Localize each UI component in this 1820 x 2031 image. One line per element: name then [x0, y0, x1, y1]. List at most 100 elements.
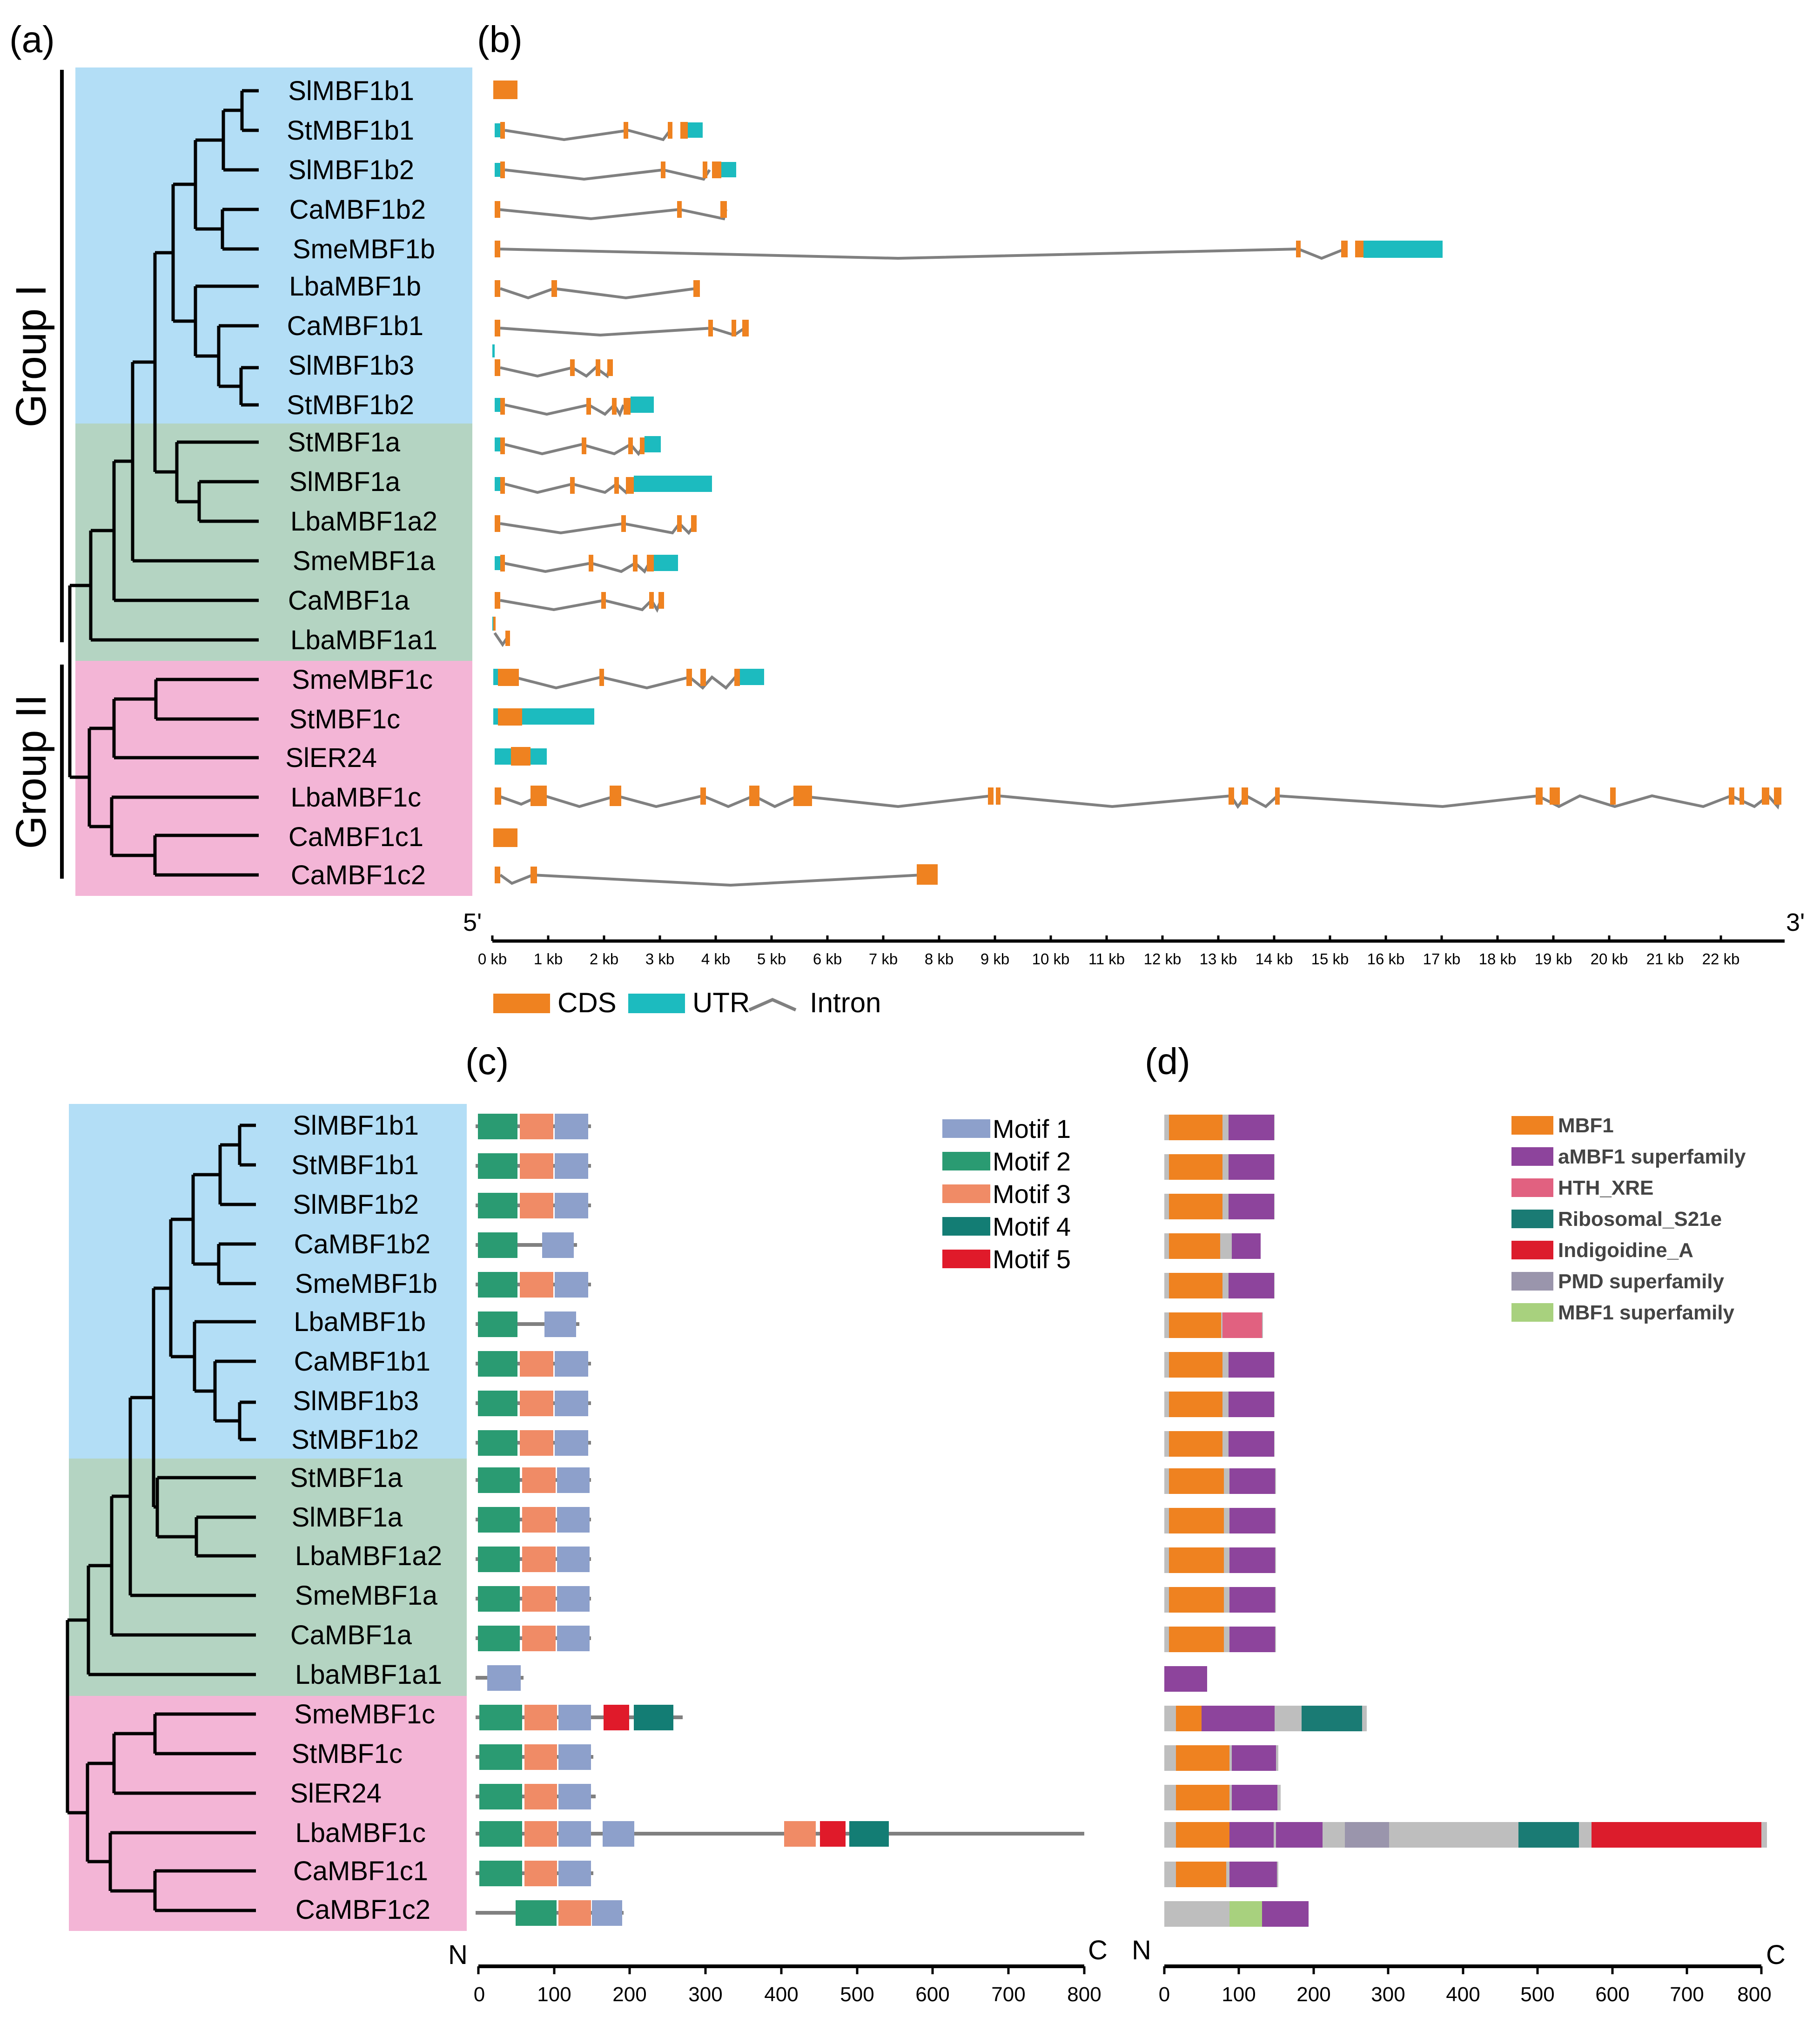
gene-label: CaMBF1c2: [295, 1895, 430, 1925]
gene-label: CaMBF1b1: [294, 1346, 430, 1377]
gene-label: SlMBF1b1: [293, 1110, 419, 1141]
gene-label: LbaMBF1b: [289, 271, 421, 302]
tick-label: 22 kb: [1702, 950, 1740, 968]
legend-b: CDS UTR Intron: [493, 987, 881, 1018]
gene-label: CaMBF1b2: [289, 195, 426, 225]
axis-d-ticks: [1163, 1966, 1763, 1974]
panel-b: 5' 3' 0 kb 1 kb 2 kb 3 kb 4 kb 5 kb 6 kb…: [463, 81, 1805, 1018]
gene-label: StMBF1a: [288, 427, 400, 457]
legend-motif4-label: Motif 4: [993, 1212, 1071, 1241]
legend-motif3-swatch: [942, 1184, 990, 1203]
group-mid-background-c: [69, 1459, 467, 1696]
axis-b-ticks: [491, 935, 1722, 941]
gene-labels-c: SlMBF1b1 StMBF1b1 SlMBF1b2 CaMBF1b2 SmeM…: [290, 1110, 442, 1925]
gene-label: SmeMBF1c: [294, 1699, 435, 1729]
axis-c-c-label: C: [1088, 1935, 1108, 1965]
legend-motif3-label: Motif 3: [993, 1179, 1071, 1209]
tick-label: 3 kb: [645, 950, 674, 968]
gene-label: LbaMBF1a1: [295, 1660, 442, 1690]
motif4-boxes: [634, 1705, 889, 1847]
group1-background: [75, 67, 472, 424]
tick-label: 700: [1670, 1983, 1704, 2006]
tick-label: 700: [991, 1983, 1025, 2006]
legend-motif1-swatch: [942, 1119, 990, 1138]
gene-label: SmeMBF1a: [293, 546, 436, 576]
legend-indigoidine-label: Indigoidine_A: [1558, 1239, 1693, 1262]
group2-label: Group II: [7, 694, 55, 849]
tick-label: 100: [1222, 1983, 1256, 2006]
tick-label: 15 kb: [1311, 950, 1349, 968]
motif5-boxes: [604, 1705, 846, 1847]
gene-label: StMBF1b2: [291, 1425, 419, 1455]
axis-c-n-label: N: [448, 1940, 468, 1970]
axis-b-tick-labels: 0 kb 1 kb 2 kb 3 kb 4 kb 5 kb 6 kb 7 kb …: [478, 950, 1740, 968]
tick-label: 13 kb: [1200, 950, 1237, 968]
tick-label: 0: [1159, 1983, 1170, 2006]
tick-label: 300: [1371, 1983, 1405, 2006]
pmd-domains: [1345, 1822, 1389, 1848]
legend-ribosomal-swatch: [1511, 1210, 1553, 1228]
gene-label: SlER24: [285, 743, 377, 773]
panel-label-c: (c): [465, 1041, 509, 1082]
legend-cds-swatch: [493, 994, 550, 1013]
legend-c: Motif 1 Motif 2 Motif 3 Motif 4 Motif 5: [942, 1114, 1071, 1274]
legend-intron-swatch: [748, 998, 797, 1012]
legend-cds-label: CDS: [557, 987, 617, 1018]
tick-label: 200: [1296, 1983, 1330, 2006]
legend-hth-xre-label: HTH_XRE: [1558, 1177, 1653, 1199]
ribosomal-s21e-domains: [1302, 1706, 1579, 1848]
gene-label: StMBF1b1: [291, 1150, 419, 1180]
tick-label: 500: [1520, 1983, 1554, 2006]
legend-motif5-label: Motif 5: [993, 1244, 1071, 1274]
gene-label: SlMBF1b3: [293, 1386, 419, 1416]
tick-label: 5 kb: [757, 950, 786, 968]
motif2-boxes: [478, 1114, 557, 1926]
tick-label: 800: [1067, 1983, 1101, 2006]
legend-d: MBF1 aMBF1 superfamily HTH_XRE Ribosomal…: [1511, 1114, 1746, 1324]
gene-label: SmeMBF1b: [295, 1269, 437, 1299]
gene-label: LbaMBF1a2: [290, 506, 437, 537]
legend-mbf1-super-label: MBF1 superfamily: [1558, 1301, 1735, 1324]
axis-b-three-prime: 3': [1786, 908, 1805, 936]
gene-label: SmeMBF1c: [292, 665, 433, 695]
tick-label: 16 kb: [1367, 950, 1405, 968]
group1-background-c: [69, 1104, 467, 1459]
tick-label: 11 kb: [1088, 950, 1125, 968]
gene-label: CaMBF1b1: [287, 311, 423, 341]
legend-ribosomal-label: Ribosomal_S21e: [1558, 1208, 1722, 1231]
tick-label: 12 kb: [1144, 950, 1182, 968]
legend-intron-label: Intron: [810, 987, 881, 1018]
tick-label: 14 kb: [1256, 950, 1293, 968]
gene-label: LbaMBF1b: [294, 1307, 426, 1337]
utr-blocks: [492, 122, 1443, 765]
axis-d-n-label: N: [1132, 1935, 1151, 1965]
gene-label: SlMBF1b3: [288, 350, 414, 381]
tick-label: 4 kb: [701, 950, 730, 968]
tick-label: 19 kb: [1535, 950, 1572, 968]
tick-label: 400: [764, 1983, 798, 2006]
tick-label: 21 kb: [1646, 950, 1684, 968]
tick-label: 2 kb: [590, 950, 618, 968]
legend-motif1-label: Motif 1: [993, 1114, 1071, 1143]
legend-ambf1-label: aMBF1 superfamily: [1558, 1145, 1746, 1168]
gene-label: SlMBF1a: [291, 1502, 403, 1533]
legend-motif2-swatch: [942, 1152, 990, 1170]
gene-label: StMBF1c: [289, 704, 401, 734]
tick-label: 17 kb: [1423, 950, 1461, 968]
tick-label: 0 kb: [478, 950, 507, 968]
tick-label: 600: [1595, 1983, 1629, 2006]
panel-label-a: (a): [9, 19, 55, 60]
legend-mbf1-swatch: [1511, 1116, 1553, 1135]
legend-motif2-label: Motif 2: [993, 1147, 1071, 1176]
tick-label: 300: [688, 1983, 722, 2006]
tick-label: 7 kb: [869, 950, 898, 968]
panel-label-b: (b): [477, 19, 523, 60]
panel-c: SlMBF1b1 StMBF1b1 SlMBF1b2 CaMBF1b2 SmeM…: [66, 1104, 1108, 2006]
tick-label: 6 kb: [813, 950, 842, 968]
legend-utr-swatch: [628, 994, 685, 1013]
gene-label: CaMBF1a: [288, 585, 410, 616]
tick-label: 600: [915, 1983, 949, 2006]
panel-d: MBF1 aMBF1 superfamily HTH_XRE Ribosomal…: [1132, 1114, 1786, 2006]
gene-label: LbaMBF1c: [291, 782, 421, 813]
